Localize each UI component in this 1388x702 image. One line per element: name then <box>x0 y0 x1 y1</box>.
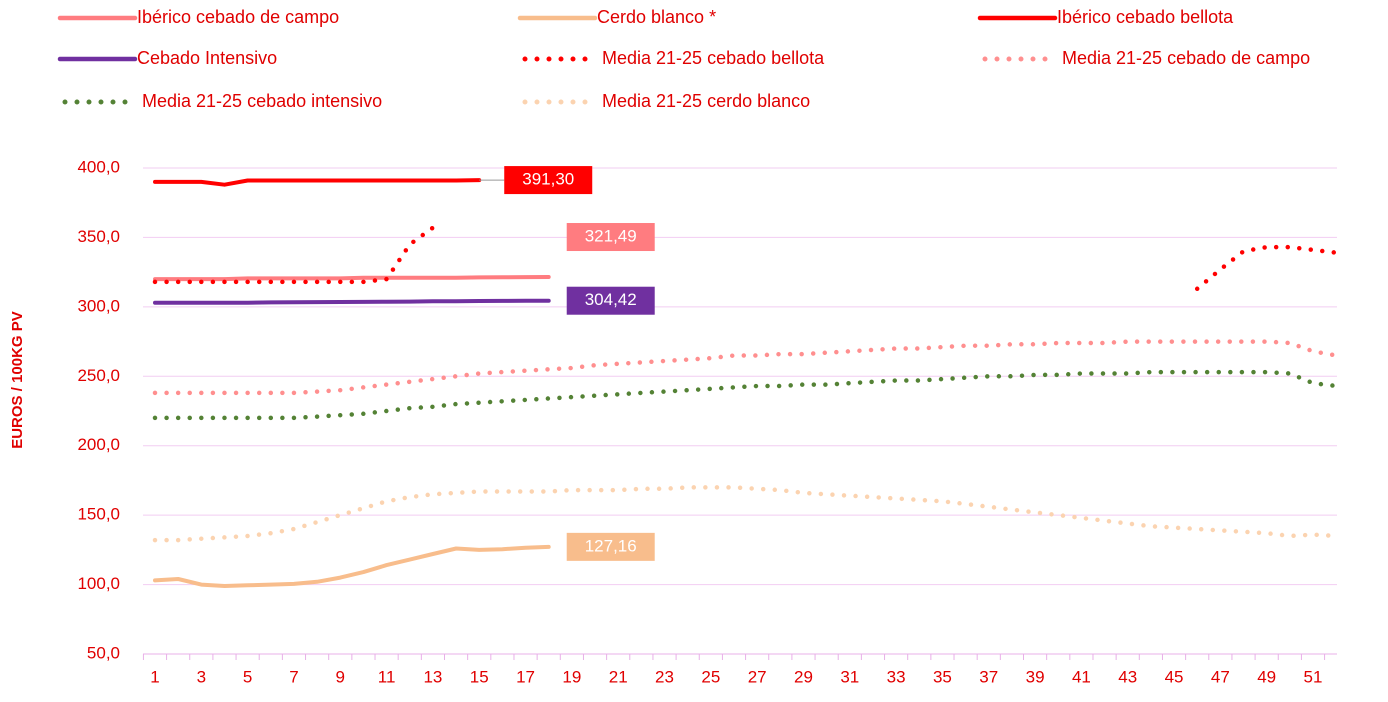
y-tick-label: 150,0 <box>77 505 120 524</box>
x-tick-label: 47 <box>1211 667 1230 686</box>
x-tick-label: 15 <box>470 667 489 686</box>
y-tick-label: 200,0 <box>77 435 120 454</box>
x-tick-label: 23 <box>655 667 674 686</box>
legend-label: Media 21-25 cebado de campo <box>1062 48 1310 68</box>
dotted-line <box>152 339 1339 396</box>
line <box>153 298 551 305</box>
x-tick-label: 45 <box>1165 667 1184 686</box>
legend-label: Media 21-25 cerdo blanco <box>602 91 810 111</box>
value-label-box <box>566 286 655 315</box>
dotted-line <box>152 369 1339 421</box>
legend-label: Cebado Intensivo <box>137 48 277 68</box>
y-tick-label: 400,0 <box>77 157 120 176</box>
x-tick-label: 35 <box>933 667 952 686</box>
x-tick-label: 17 <box>516 667 535 686</box>
x-tick-label: 39 <box>1026 667 1045 686</box>
x-tick-label: 5 <box>243 667 252 686</box>
x-tick-label: 7 <box>289 667 298 686</box>
x-tick-label: 21 <box>609 667 628 686</box>
value-label-box <box>566 532 655 561</box>
line <box>153 178 482 187</box>
value-label: 127,16 <box>585 536 637 555</box>
x-tick-label: 3 <box>197 667 206 686</box>
line <box>153 275 551 282</box>
x-tick-label: 49 <box>1257 667 1276 686</box>
value-label: 391,30 <box>522 170 574 189</box>
x-tick-label: 19 <box>562 667 581 686</box>
y-tick-label: 300,0 <box>77 296 120 315</box>
x-tick-label: 51 <box>1304 667 1323 686</box>
x-tick-label: 43 <box>1118 667 1137 686</box>
y-tick-label: 100,0 <box>77 574 120 593</box>
y-axis-title: EUROS / 100KG PV <box>9 311 26 449</box>
dotted-line <box>152 485 1339 543</box>
x-tick-label: 11 <box>378 667 396 686</box>
x-tick-label: 33 <box>887 667 906 686</box>
dotted-line <box>152 225 1339 292</box>
legend-label: Media 21-25 cebado intensivo <box>142 91 382 111</box>
legend-label: Ibérico cebado de campo <box>137 7 339 27</box>
x-tick-label: 9 <box>336 667 345 686</box>
legend-label: Media 21-25 cebado bellota <box>602 48 825 68</box>
x-tick-label: 31 <box>840 667 859 686</box>
y-tick-label: 350,0 <box>77 227 120 246</box>
x-tick-label: 25 <box>701 667 720 686</box>
y-tick-label: 50,0 <box>87 643 120 662</box>
value-label-box <box>566 223 655 252</box>
value-label: 321,49 <box>585 227 637 246</box>
legend-label: Cerdo blanco * <box>597 7 716 27</box>
value-label: 304,42 <box>585 290 637 309</box>
x-tick-label: 1 <box>150 667 159 686</box>
legend-label: Ibérico cebado bellota <box>1057 7 1234 27</box>
x-tick-label: 37 <box>979 667 998 686</box>
x-tick-label: 27 <box>748 667 767 686</box>
x-tick-label: 29 <box>794 667 813 686</box>
value-label-box <box>504 166 593 195</box>
line <box>153 544 551 588</box>
x-tick-label: 41 <box>1072 667 1091 686</box>
x-tick-label: 13 <box>423 667 442 686</box>
y-tick-label: 250,0 <box>77 366 120 385</box>
